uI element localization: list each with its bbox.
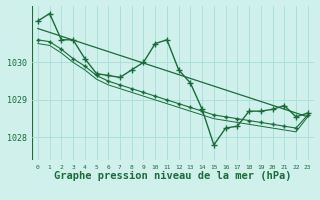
X-axis label: Graphe pression niveau de la mer (hPa): Graphe pression niveau de la mer (hPa) [54, 171, 292, 181]
